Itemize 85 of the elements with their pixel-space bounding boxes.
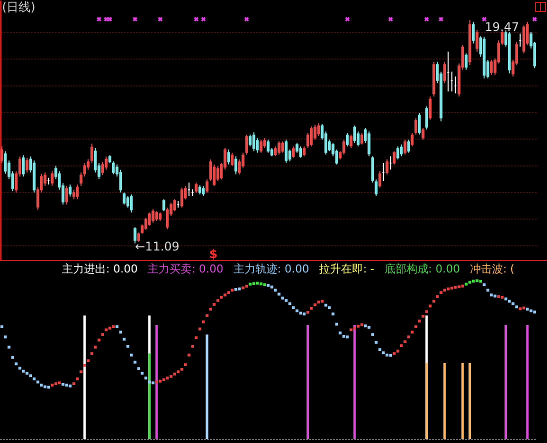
candlestick bbox=[278, 140, 280, 156]
candlestick bbox=[162, 198, 166, 212]
candlestick bbox=[476, 30, 478, 52]
candlestick bbox=[292, 146, 295, 158]
candlestick bbox=[350, 134, 352, 148]
bar bbox=[425, 363, 428, 439]
candlestick bbox=[22, 154, 25, 177]
candlestick bbox=[65, 185, 68, 205]
chart-title: (日线) bbox=[2, 0, 36, 14]
candlestick bbox=[155, 210, 158, 222]
candlestick bbox=[443, 61, 446, 84]
candlestick bbox=[281, 140, 284, 154]
candlestick bbox=[425, 106, 428, 130]
annotation: $ bbox=[209, 247, 218, 261]
candlestick bbox=[310, 126, 313, 147]
candlestick bbox=[206, 178, 208, 194]
candlestick bbox=[144, 217, 148, 230]
candlestick bbox=[392, 150, 396, 165]
candlestick bbox=[342, 139, 346, 156]
candlestick bbox=[472, 21, 475, 44]
candlestick bbox=[396, 146, 400, 160]
candlestick bbox=[346, 132, 349, 147]
bar bbox=[526, 325, 529, 439]
candlestick bbox=[0, 146, 4, 164]
candlestick bbox=[245, 134, 248, 156]
candlestick bbox=[212, 164, 216, 187]
text: 主力进出: 0.00 bbox=[62, 262, 138, 276]
candlestick bbox=[148, 212, 151, 226]
candlestick bbox=[353, 125, 356, 144]
candlestick bbox=[386, 158, 388, 175]
bar bbox=[155, 325, 158, 439]
bar bbox=[148, 354, 151, 439]
candlestick bbox=[202, 186, 205, 196]
candlestick bbox=[252, 132, 256, 152]
bar bbox=[206, 334, 208, 439]
bar bbox=[353, 325, 356, 439]
bar bbox=[468, 363, 472, 439]
candlestick bbox=[194, 182, 198, 194]
candlestick bbox=[209, 158, 212, 182]
candlestick bbox=[230, 152, 234, 167]
candlestick bbox=[72, 189, 76, 200]
candlestick bbox=[173, 198, 176, 212]
bar bbox=[461, 363, 464, 439]
candlestick bbox=[302, 146, 306, 157]
candlestick bbox=[407, 139, 410, 154]
text: 冲击波: ( bbox=[470, 262, 514, 276]
candlestick bbox=[86, 158, 90, 170]
bar bbox=[83, 316, 86, 439]
candlestick bbox=[274, 146, 277, 157]
candlestick bbox=[422, 127, 424, 140]
candlestick bbox=[227, 149, 230, 165]
candlestick bbox=[404, 139, 406, 156]
bar bbox=[443, 363, 446, 439]
bar bbox=[504, 325, 508, 439]
candlestick bbox=[414, 118, 418, 136]
candlestick bbox=[356, 130, 360, 147]
candlestick bbox=[418, 112, 421, 136]
candlestick bbox=[410, 132, 414, 147]
bar bbox=[306, 325, 310, 439]
candlestick bbox=[490, 59, 493, 76]
candlestick bbox=[400, 144, 403, 157]
candlestick bbox=[198, 184, 202, 195]
candlestick bbox=[112, 160, 115, 175]
candlestick bbox=[299, 146, 302, 158]
candlestick bbox=[284, 139, 288, 164]
candlestick bbox=[26, 157, 28, 173]
candlestick bbox=[50, 170, 54, 186]
candlestick bbox=[122, 192, 126, 205]
text: 底部构成: 0.00 bbox=[384, 262, 460, 276]
annotation: 19.47 bbox=[484, 20, 520, 34]
candlestick bbox=[216, 166, 220, 182]
candlestick bbox=[260, 139, 262, 154]
candlestick bbox=[152, 208, 154, 224]
annotation: ←11.09 bbox=[135, 239, 180, 254]
candlestick bbox=[368, 130, 370, 157]
candlestick bbox=[248, 134, 252, 147]
legend-label: 拉升在即: - bbox=[319, 262, 374, 276]
text: 主力买卖: 0.00 bbox=[148, 262, 224, 276]
candlestick bbox=[76, 184, 79, 200]
candlestick bbox=[134, 226, 136, 244]
series-label: 主力轨迹: 0.00 bbox=[233, 262, 310, 276]
candlestick bbox=[266, 139, 270, 154]
candlestick bbox=[90, 143, 94, 164]
candlestick bbox=[317, 122, 320, 137]
candlestick bbox=[130, 194, 133, 213]
